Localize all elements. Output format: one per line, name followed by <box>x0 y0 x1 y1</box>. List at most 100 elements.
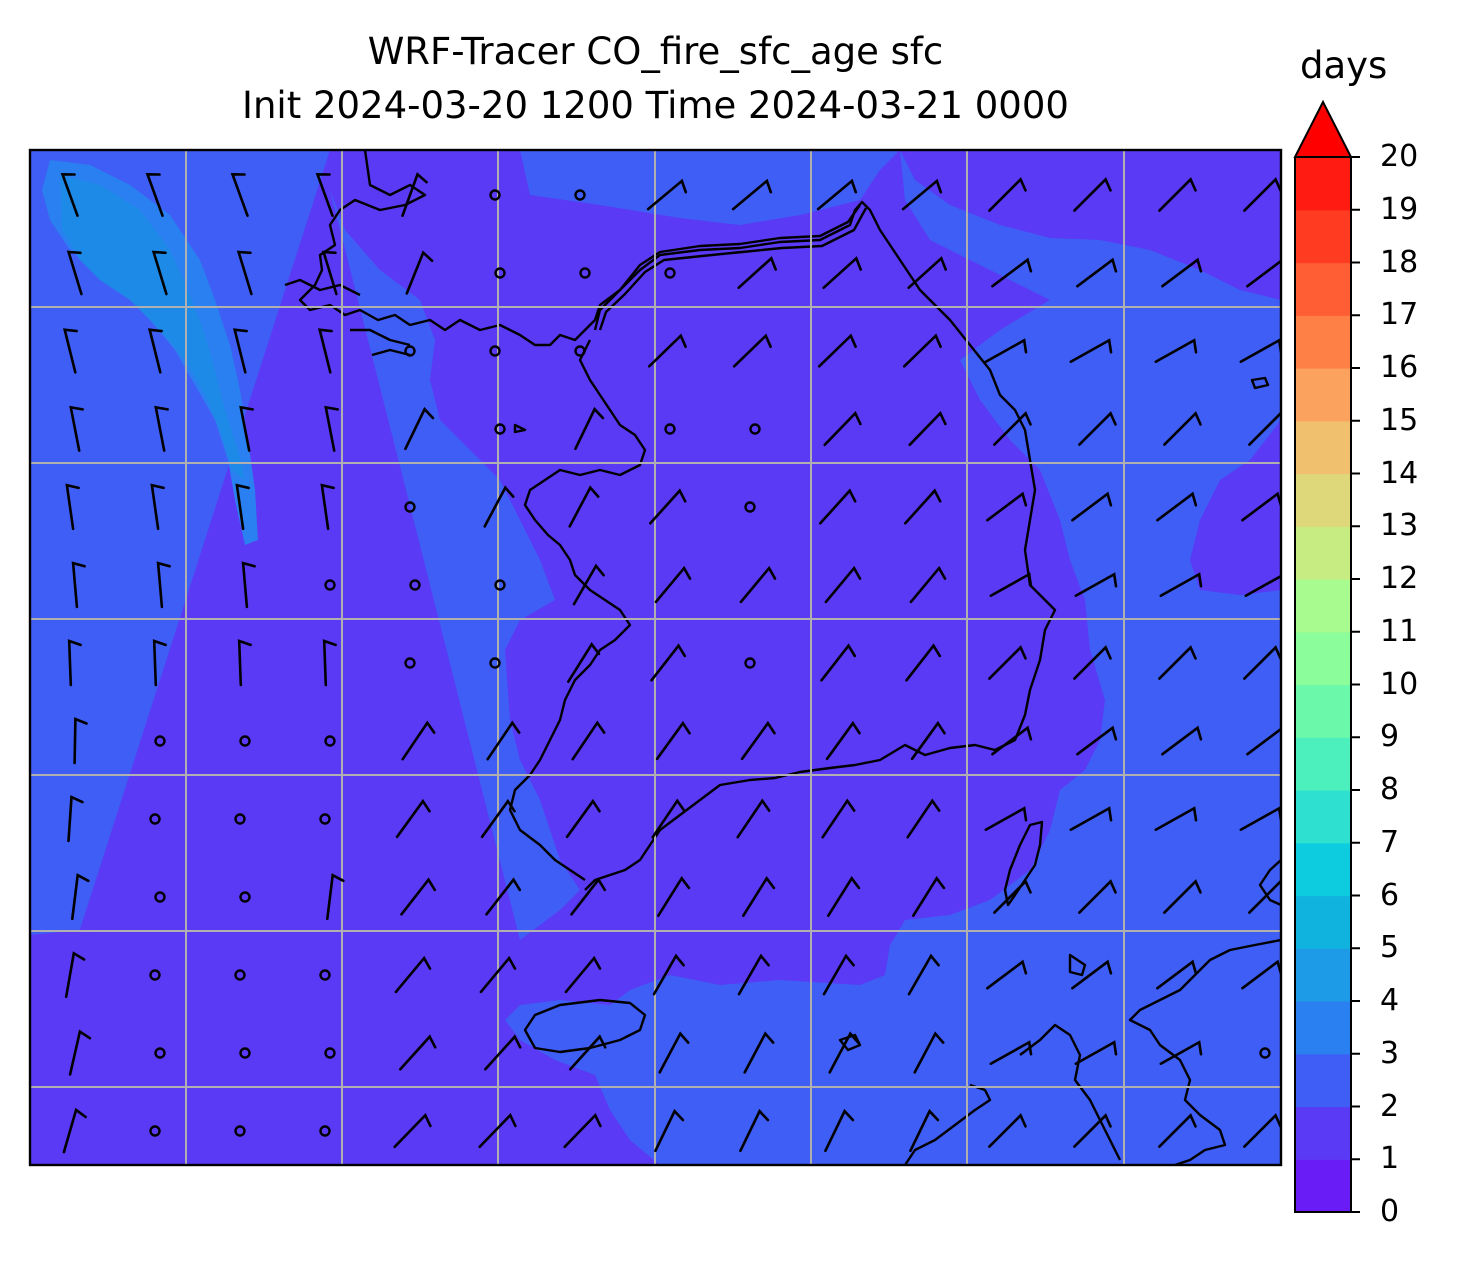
wind-barb <box>62 1107 87 1154</box>
colorbar <box>1293 99 1360 1213</box>
wind-barb <box>152 639 167 687</box>
map-title-line-1: WRF-Tracer CO_fire_sfc_age sfc <box>367 30 944 73</box>
calm-wind-circle <box>239 891 251 903</box>
wind-barb <box>568 485 600 528</box>
colorbar-tick-label: 18 <box>1380 244 1419 280</box>
calm-wind-circle <box>664 267 676 279</box>
coastline-north-islands <box>284 278 1270 434</box>
wind-barb <box>483 485 515 528</box>
wind-barb <box>657 876 691 917</box>
map-title-line-2: Init 2024-03-20 1200 Time 2024-03-21 000… <box>242 84 1069 127</box>
wind-barb <box>737 953 770 996</box>
calm-wind-circle <box>664 423 676 435</box>
wind-barb <box>984 806 1028 831</box>
calm-wind-circle <box>319 1125 331 1137</box>
wind-barb <box>988 1113 1027 1148</box>
field-young-air-region <box>30 150 1105 1165</box>
calm-wind-circle <box>149 1125 161 1137</box>
wind-barb <box>904 488 942 525</box>
wind-barb <box>569 1034 607 1071</box>
wind-barb <box>654 565 692 604</box>
colorbar-segment <box>1295 209 1351 264</box>
wind-barb <box>1078 411 1117 446</box>
wind-barb <box>989 572 1033 597</box>
wind-barb <box>241 561 256 609</box>
field-young-air-sw <box>30 930 460 1165</box>
colorbar-tick-label: 5 <box>1380 930 1400 966</box>
calm-wind-circle <box>409 579 421 591</box>
wind-barb <box>486 720 521 761</box>
calm-wind-circle <box>319 813 331 825</box>
wind-barb <box>480 798 516 839</box>
calm-wind-circle <box>154 1047 166 1059</box>
colorbar-tick-label: 10 <box>1380 666 1419 702</box>
calm-wind-circle <box>324 735 336 747</box>
coastline-peninsula-west <box>508 339 647 881</box>
wind-barb <box>73 717 88 765</box>
colorbar-tick-label: 4 <box>1380 983 1400 1018</box>
colorbar-segment <box>1295 684 1351 738</box>
wind-barb <box>69 405 84 452</box>
calm-wind-circle <box>234 969 246 981</box>
wind-barb <box>1071 491 1113 522</box>
wind-barb <box>819 488 857 525</box>
wind-barb <box>1158 645 1197 680</box>
wind-barb <box>1243 645 1281 680</box>
wind-barb <box>1156 491 1198 522</box>
calm-wind-circle <box>494 579 506 591</box>
wind-barb <box>1161 725 1203 756</box>
wind-barb <box>1073 177 1112 212</box>
wind-barb <box>151 250 168 296</box>
wind-barb <box>984 338 1028 363</box>
wind-barb <box>401 172 428 217</box>
wind-barb <box>1073 645 1112 680</box>
wind-barb <box>824 565 862 604</box>
wind-barb <box>988 177 1027 212</box>
calm-wind-circle <box>404 501 416 513</box>
wind-barb <box>1076 257 1118 288</box>
calm-wind-circle <box>1259 1047 1271 1059</box>
colorbar-tick-label: 17 <box>1380 297 1419 333</box>
wind-barb <box>237 639 252 687</box>
coastline-islands-south <box>838 953 1122 1165</box>
colorbar-tick-label: 19 <box>1380 191 1419 227</box>
colorbar-extend-arrow <box>1293 99 1353 158</box>
wind-barb <box>565 798 601 839</box>
wind-barb <box>405 250 434 295</box>
calm-wind-circle <box>489 657 501 669</box>
colorbar-segment <box>1295 1106 1351 1160</box>
calm-wind-circle <box>494 267 506 279</box>
wind-barb <box>399 1034 437 1071</box>
wind-barb <box>737 256 777 289</box>
wind-barb <box>393 1112 432 1149</box>
wind-barb <box>239 405 254 452</box>
calm-wind-circle <box>494 423 506 435</box>
wind-barb <box>986 959 1028 990</box>
colorbar-tick-label: 2 <box>1380 1088 1400 1124</box>
calm-wind-circle <box>404 345 416 357</box>
wind-barb <box>395 798 431 839</box>
island-tsushima <box>1003 820 1044 907</box>
wind-barb <box>1159 1040 1203 1065</box>
wind-barb <box>236 250 253 296</box>
wind-barb <box>736 798 771 839</box>
wind-barb <box>320 483 335 531</box>
wind-barb <box>66 250 83 296</box>
wind-barb <box>901 178 943 211</box>
wind-barb <box>1161 257 1203 288</box>
wind-barb <box>908 410 947 447</box>
colorbar-segment <box>1295 895 1351 949</box>
wind-barb <box>658 1031 690 1074</box>
colorbar-segment <box>1295 526 1351 580</box>
wind-barb <box>317 328 333 374</box>
wind-barb <box>570 877 607 916</box>
colorbar-segment <box>1295 579 1351 633</box>
wind-barb <box>655 720 691 761</box>
wind-barb <box>827 876 861 917</box>
wind-barb <box>1163 411 1202 446</box>
colorbar-segment <box>1295 1053 1351 1108</box>
wind-barb <box>902 333 942 368</box>
wind-barb <box>235 483 250 531</box>
wind-barb <box>400 877 437 916</box>
wind-barb <box>1074 572 1118 597</box>
